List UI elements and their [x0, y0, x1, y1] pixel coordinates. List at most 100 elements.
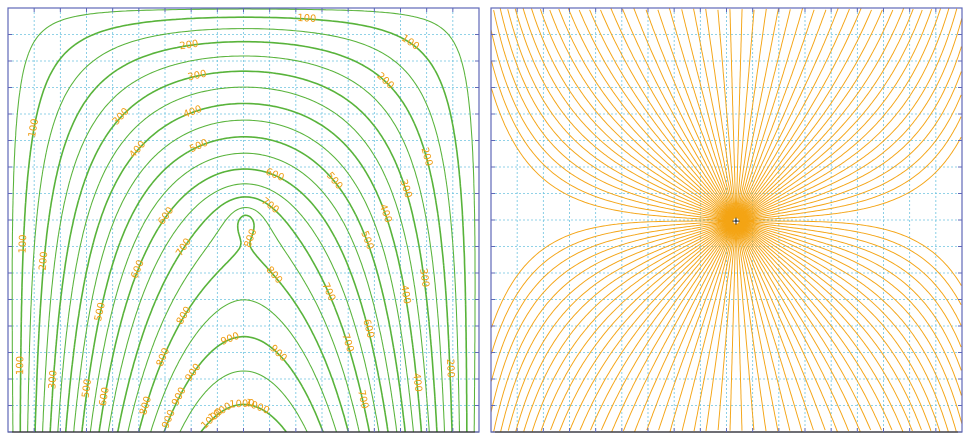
streamline: [738, 17, 963, 221]
isoline: [19, 16, 468, 433]
streamline: [681, 9, 736, 219]
streamline: [634, 223, 736, 432]
streamline: [705, 8, 737, 219]
isoline-label: 800: [155, 346, 173, 368]
streamline: [590, 222, 735, 431]
isoline: [27, 28, 461, 433]
streamline: [736, 9, 815, 219]
streamline: [737, 9, 894, 220]
isoline-label: 100: [18, 234, 30, 254]
streamline: [738, 221, 962, 396]
streamline: [515, 221, 734, 432]
streamline: [738, 136, 962, 222]
streamline: [668, 8, 736, 219]
isoline-plot: 1001001001001002002002002002003003003003…: [7, 7, 480, 433]
isoline-label: 900: [160, 408, 177, 430]
streamline: [738, 46, 962, 221]
streamline: [610, 8, 735, 219]
streamline: [738, 116, 962, 222]
streamline: [738, 221, 963, 425]
streamline-plot: +: [490, 7, 963, 433]
isoline-label: 600: [129, 259, 146, 281]
streamline: [491, 220, 733, 328]
isoline: [163, 335, 324, 433]
streamline: [736, 9, 827, 219]
source-marker: +: [731, 215, 740, 228]
streamline: [490, 88, 734, 222]
streamline: [735, 9, 743, 218]
streamline: [737, 9, 872, 219]
streamline: [737, 223, 861, 432]
isoline-label: 100: [27, 118, 41, 139]
streamline: [737, 222, 893, 431]
streamline: [490, 60, 734, 222]
streamline: [735, 9, 755, 219]
streamline: [738, 8, 958, 221]
streamline: [738, 221, 962, 348]
streamline: [589, 9, 735, 220]
streamline: [493, 221, 734, 433]
streamline: [737, 8, 905, 220]
isoline: [81, 136, 406, 433]
streamline: [738, 222, 922, 431]
isoline-label: 300: [397, 178, 413, 200]
streamline: [523, 221, 734, 432]
streamline: [705, 223, 737, 431]
streamline: [657, 9, 736, 219]
streamline: [578, 9, 735, 220]
streamline: [549, 9, 734, 220]
isoline-label: 300: [187, 69, 208, 84]
isoline: [34, 40, 453, 433]
isoline: [98, 168, 389, 433]
streamline: [490, 220, 734, 354]
isoline-label: 200: [38, 251, 51, 271]
streamline: [669, 223, 736, 432]
streamline: [738, 8, 950, 221]
isoline-label: 900: [184, 362, 204, 384]
isoline: [49, 70, 438, 433]
isoline-label: 500: [324, 170, 345, 192]
streamline: [736, 223, 826, 431]
streamline: [735, 224, 743, 431]
streamline: [658, 223, 736, 431]
streamline: [736, 223, 791, 431]
isoline-label: 300: [417, 268, 430, 288]
streamline: [736, 9, 791, 219]
streamline: [600, 9, 735, 219]
streamline: [737, 8, 862, 219]
streamline: [739, 220, 962, 286]
streamline: [568, 222, 735, 432]
streamline: [499, 8, 734, 221]
streamline: [738, 221, 949, 432]
isoline: [107, 183, 380, 433]
isoline: [137, 214, 350, 433]
streamline: [693, 223, 736, 432]
streamline: [736, 8, 839, 219]
isoline-plot-panel: 100 100 100 100 100 200 200 200 200 200 300 300 300 3…: [7, 7, 480, 433]
streamline: [738, 220, 962, 326]
streamline: [531, 8, 734, 220]
plot-frame: [7, 7, 480, 433]
streamline: [737, 222, 882, 431]
streamline: [737, 223, 850, 431]
streamline: [738, 221, 962, 371]
streamline: [522, 8, 734, 221]
isoline-label: 600: [98, 386, 112, 407]
streamline: [717, 223, 737, 431]
isoline-label: 600: [156, 205, 176, 227]
streamline: [490, 29, 734, 221]
streamline: [622, 8, 735, 219]
streamline: [737, 222, 913, 432]
streamline: [567, 8, 735, 220]
streamline: [600, 223, 735, 431]
streamline: [558, 8, 735, 220]
streamline: [693, 8, 736, 219]
streamline: [738, 222, 932, 431]
isoline-label: 1000: [229, 398, 255, 410]
streamline: [736, 8, 804, 219]
isoline: [42, 55, 446, 433]
streamline-layer: +: [490, 8, 963, 433]
streamline: [737, 8, 850, 219]
streamline: [500, 221, 734, 432]
streamline: [729, 9, 737, 218]
